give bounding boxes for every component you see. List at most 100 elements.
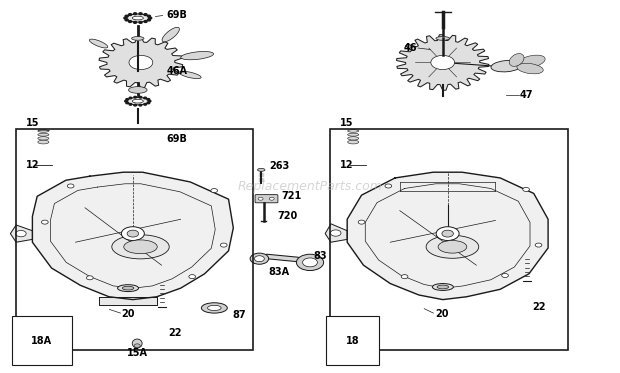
Ellipse shape <box>516 55 545 68</box>
Circle shape <box>144 14 147 16</box>
Circle shape <box>148 100 151 102</box>
Text: 15: 15 <box>340 118 353 128</box>
Circle shape <box>129 55 153 70</box>
Ellipse shape <box>426 235 479 258</box>
Ellipse shape <box>348 130 359 132</box>
Ellipse shape <box>128 87 147 93</box>
Ellipse shape <box>38 137 49 140</box>
Text: 15: 15 <box>26 118 40 128</box>
Text: 69B: 69B <box>167 135 188 144</box>
Ellipse shape <box>124 240 157 254</box>
Circle shape <box>134 96 136 98</box>
Ellipse shape <box>89 39 108 48</box>
Ellipse shape <box>132 339 142 348</box>
Ellipse shape <box>112 235 169 259</box>
Ellipse shape <box>208 305 221 311</box>
Circle shape <box>220 243 227 247</box>
Polygon shape <box>325 224 347 242</box>
Polygon shape <box>347 172 548 300</box>
Circle shape <box>125 19 128 21</box>
Ellipse shape <box>517 63 543 74</box>
Ellipse shape <box>436 37 449 40</box>
Text: 69B: 69B <box>167 10 188 20</box>
Ellipse shape <box>122 286 134 290</box>
Ellipse shape <box>38 133 49 136</box>
Text: 47: 47 <box>520 90 533 100</box>
Ellipse shape <box>126 97 149 105</box>
Ellipse shape <box>432 283 453 291</box>
Circle shape <box>254 256 264 261</box>
Circle shape <box>68 184 74 188</box>
Circle shape <box>42 220 48 224</box>
Ellipse shape <box>134 344 140 348</box>
Circle shape <box>385 184 392 188</box>
Text: 22: 22 <box>168 328 182 338</box>
Circle shape <box>144 104 146 105</box>
Ellipse shape <box>38 130 49 132</box>
Circle shape <box>139 96 142 98</box>
Circle shape <box>16 231 26 237</box>
Circle shape <box>133 22 136 23</box>
Text: 720: 720 <box>277 211 298 221</box>
Circle shape <box>144 97 146 99</box>
Circle shape <box>148 15 151 17</box>
Ellipse shape <box>438 241 467 253</box>
Circle shape <box>442 230 453 237</box>
Circle shape <box>258 197 263 200</box>
Polygon shape <box>32 172 233 300</box>
Ellipse shape <box>348 140 359 144</box>
Circle shape <box>127 230 139 237</box>
Circle shape <box>358 220 365 224</box>
Polygon shape <box>99 297 157 305</box>
Circle shape <box>129 97 132 99</box>
Circle shape <box>144 21 147 22</box>
Circle shape <box>523 187 529 191</box>
Ellipse shape <box>491 60 521 72</box>
Ellipse shape <box>437 285 449 289</box>
Circle shape <box>86 276 93 280</box>
Circle shape <box>128 21 131 22</box>
Ellipse shape <box>348 133 359 136</box>
Circle shape <box>189 275 195 279</box>
Circle shape <box>149 17 152 19</box>
Ellipse shape <box>257 168 265 171</box>
Text: 20: 20 <box>435 309 449 319</box>
Circle shape <box>133 13 136 15</box>
Circle shape <box>269 197 274 200</box>
Circle shape <box>129 104 132 105</box>
Text: ReplacementParts.com: ReplacementParts.com <box>237 180 383 193</box>
Ellipse shape <box>181 51 213 60</box>
Ellipse shape <box>132 99 143 103</box>
Circle shape <box>139 22 142 23</box>
Circle shape <box>139 13 142 15</box>
Text: 83A: 83A <box>268 267 289 277</box>
Ellipse shape <box>509 54 524 66</box>
Ellipse shape <box>126 14 149 22</box>
Text: 46: 46 <box>403 43 417 53</box>
Text: 15A: 15A <box>126 348 148 358</box>
Circle shape <box>139 104 142 106</box>
Circle shape <box>122 227 144 241</box>
Text: 263: 263 <box>269 161 290 171</box>
Circle shape <box>126 98 128 100</box>
Ellipse shape <box>131 37 144 40</box>
Circle shape <box>401 275 408 279</box>
Text: 721: 721 <box>281 191 302 201</box>
Ellipse shape <box>162 27 179 42</box>
Circle shape <box>124 17 127 19</box>
Ellipse shape <box>202 303 228 313</box>
Text: 46A: 46A <box>167 66 188 76</box>
Text: 18: 18 <box>346 336 360 346</box>
Polygon shape <box>397 35 489 90</box>
Text: 18A: 18A <box>31 336 52 346</box>
Polygon shape <box>11 225 32 242</box>
Text: 12: 12 <box>340 160 353 170</box>
Ellipse shape <box>179 71 201 79</box>
Circle shape <box>330 230 341 236</box>
Circle shape <box>436 227 459 241</box>
FancyBboxPatch shape <box>255 195 278 203</box>
Circle shape <box>125 15 128 17</box>
Circle shape <box>535 243 542 247</box>
Circle shape <box>134 104 136 106</box>
Circle shape <box>303 258 317 267</box>
